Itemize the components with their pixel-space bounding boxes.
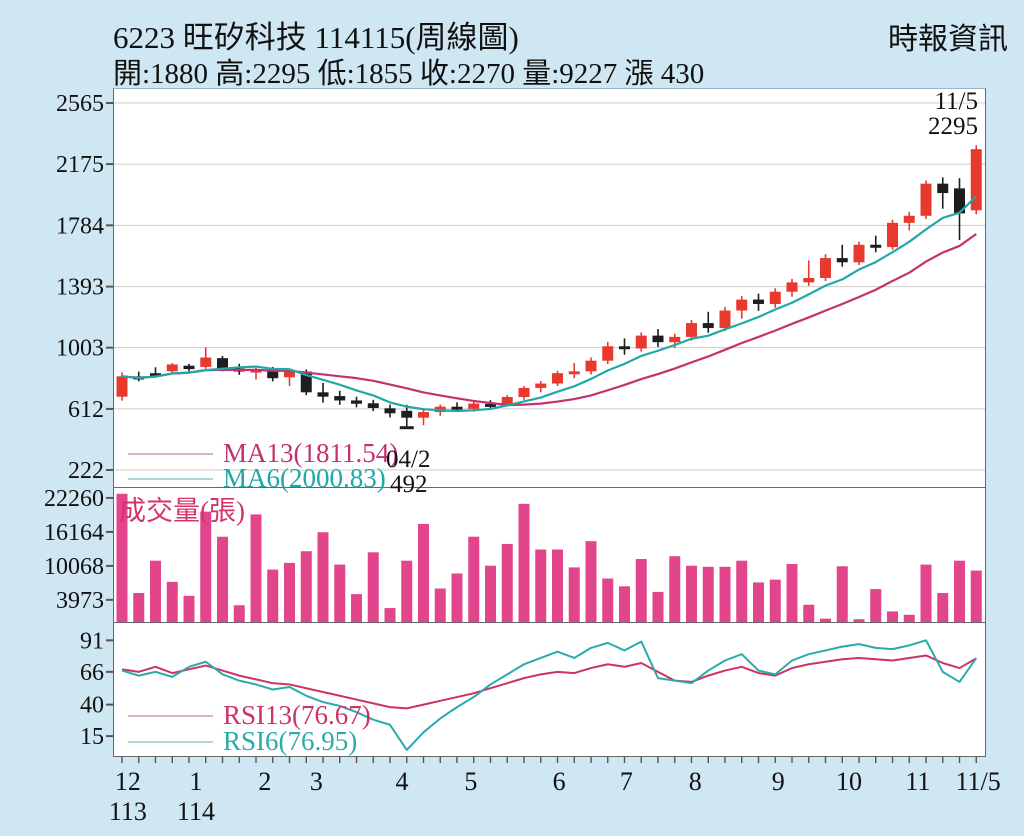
- rsi-tick-label: 91: [80, 628, 104, 654]
- price-tick-label: 1003: [56, 336, 104, 362]
- high-date-annotation: 11/5: [934, 88, 978, 115]
- rsi-tick-label: 40: [80, 693, 104, 719]
- ohlc-summary: 開:1880 高:2295 低:1855 收:2270 量:9227 漲 430: [113, 58, 705, 90]
- month-label: 2: [258, 767, 271, 796]
- month-label: 9: [772, 767, 785, 796]
- volume-tick-label: 10068: [44, 554, 104, 580]
- month-label: 12: [115, 767, 141, 796]
- rsi6-legend-label: RSI6(76.95): [223, 726, 358, 756]
- ma13-key-line: [128, 452, 213, 455]
- low-value-annotation: 492: [390, 471, 428, 498]
- price-tick-label: 222: [68, 458, 104, 484]
- month-label: 6: [553, 767, 566, 796]
- rsi13-key-line: [128, 714, 213, 717]
- rsi6-key-line: [128, 740, 213, 743]
- month-label: 10: [836, 767, 862, 796]
- rsi-axis: 91 66 40 15: [80, 628, 113, 750]
- rsi6-legend: RSI6(76.95): [128, 726, 357, 757]
- year-label: 114: [177, 797, 215, 826]
- month-label: 7: [620, 767, 633, 796]
- month-label: 11/5: [956, 767, 1001, 796]
- ma6-legend: MA6(2000.83): [128, 463, 386, 494]
- page-title: 6223 旺矽科技 114115(周線圖): [113, 20, 519, 55]
- price-panel: [113, 88, 986, 487]
- month-label: 5: [464, 767, 477, 796]
- volume-tick-label: 16164: [44, 520, 104, 546]
- month-label: 4: [395, 767, 408, 796]
- price-tick-label: 2175: [56, 152, 104, 178]
- price-tick-label: 1393: [56, 275, 104, 301]
- data-source-label: 時報資訊: [888, 23, 1008, 56]
- high-value-annotation: 2295: [928, 113, 978, 140]
- price-tick-label: 2565: [56, 91, 104, 117]
- volume-tick-label: 3973: [56, 588, 104, 614]
- year-label: 113: [109, 797, 147, 826]
- price-tick-label: 612: [68, 397, 104, 423]
- ma13-legend: MA13(1811.54): [128, 438, 398, 469]
- low-date-annotation: 04/2: [386, 446, 431, 473]
- month-label: 1: [189, 767, 202, 796]
- ma13-legend-label: MA13(1811.54): [223, 438, 399, 468]
- rsi-tick-label: 15: [80, 724, 104, 750]
- volume-panel-label: 成交量(張): [119, 496, 245, 526]
- month-label: 11: [905, 767, 930, 796]
- price-tick-label: 1784: [56, 213, 104, 239]
- month-label: 8: [689, 767, 702, 796]
- volume-tick-label: 22260: [44, 486, 104, 512]
- ma6-key-line: [128, 477, 213, 480]
- month-label: 3: [310, 767, 323, 796]
- ma6-legend-label: MA6(2000.83): [223, 463, 386, 493]
- volume-axis: 22260 16164 10068 3973: [44, 486, 113, 614]
- rsi-tick-label: 66: [80, 660, 104, 686]
